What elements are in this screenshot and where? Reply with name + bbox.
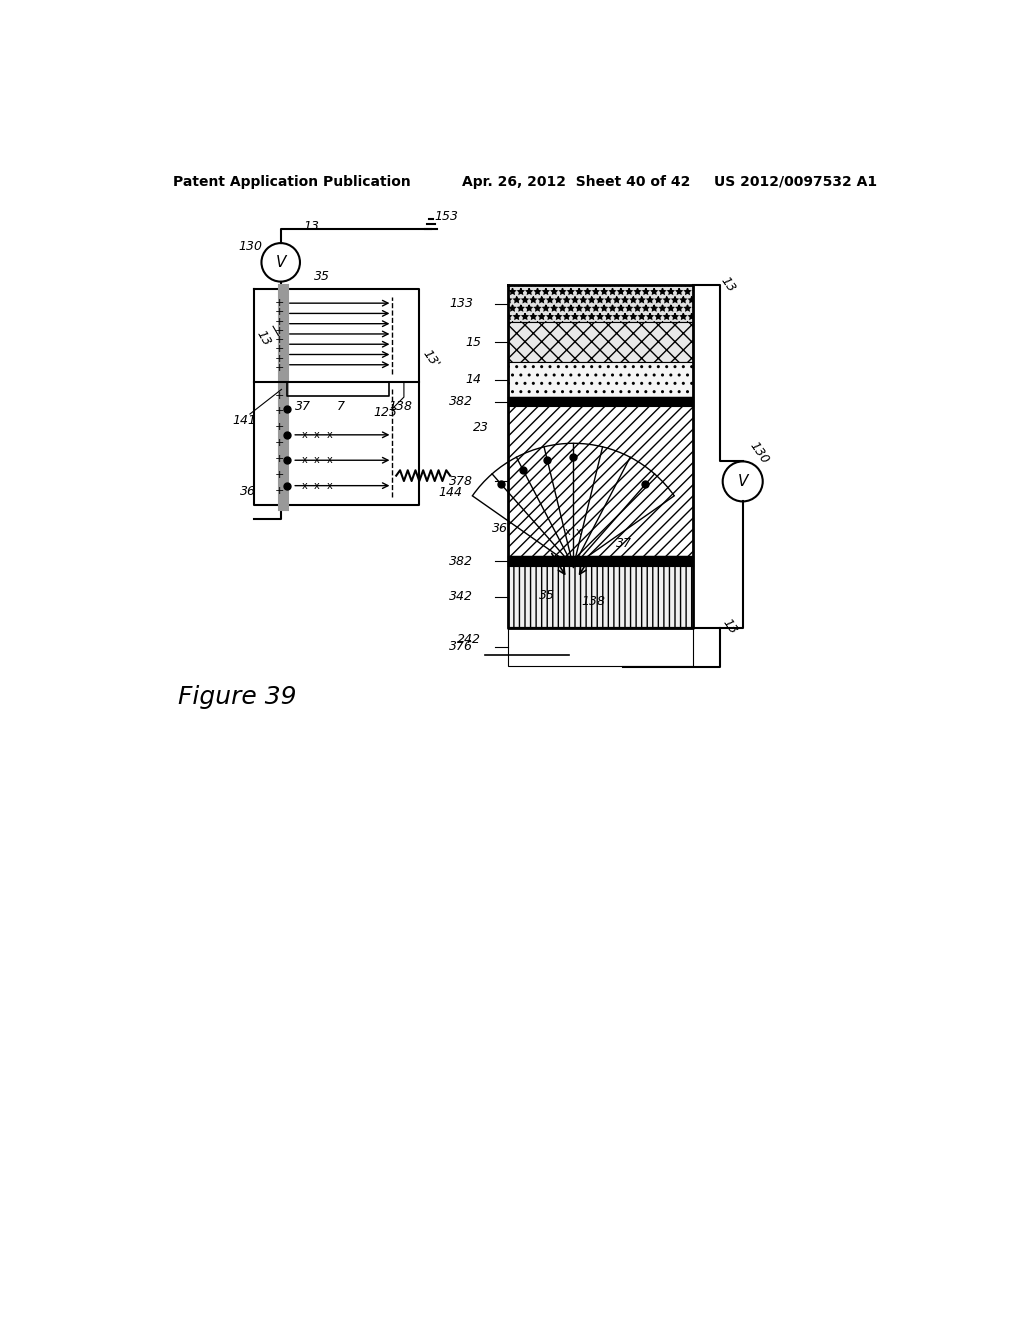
Text: 382: 382: [450, 395, 473, 408]
Text: +: +: [274, 298, 284, 308]
Bar: [508, 407, 692, 557]
Text: +: +: [274, 345, 284, 354]
Text: 342: 342: [450, 590, 473, 603]
Text: 13: 13: [304, 219, 319, 232]
Text: 14: 14: [465, 374, 481, 387]
Text: 382: 382: [450, 554, 473, 568]
Text: 153: 153: [435, 210, 459, 223]
Text: x: x: [302, 430, 307, 440]
Text: 37: 37: [615, 537, 632, 550]
Text: x: x: [327, 455, 332, 465]
Text: +: +: [274, 317, 284, 326]
Text: 123: 123: [373, 407, 397, 418]
Text: 242: 242: [457, 634, 481, 647]
Text: 15: 15: [465, 335, 481, 348]
Text: +: +: [274, 438, 284, 449]
Text: x: x: [314, 430, 319, 440]
Bar: [508, 566, 692, 627]
Text: x: x: [302, 455, 307, 465]
Text: +: +: [274, 308, 284, 317]
Text: 13': 13': [420, 347, 442, 371]
Text: 7: 7: [337, 400, 345, 413]
Text: 376: 376: [450, 640, 473, 653]
Text: +: +: [274, 470, 284, 480]
Text: +: +: [274, 407, 284, 417]
Text: 13: 13: [720, 616, 739, 638]
Text: 35: 35: [539, 589, 555, 602]
Text: +: +: [274, 486, 284, 496]
Text: +: +: [274, 335, 284, 345]
Text: +: +: [274, 363, 284, 372]
Text: x: x: [575, 527, 581, 537]
Text: Apr. 26, 2012  Sheet 40 of 42: Apr. 26, 2012 Sheet 40 of 42: [462, 174, 690, 189]
Text: 144: 144: [438, 486, 463, 499]
Text: x: x: [327, 430, 332, 440]
Text: US 2012/0097532 A1: US 2012/0097532 A1: [715, 174, 878, 189]
Text: Figure 39: Figure 39: [178, 685, 297, 709]
Text: 36: 36: [493, 521, 509, 535]
Text: +: +: [274, 454, 284, 465]
Text: 37: 37: [295, 400, 310, 413]
Text: +: +: [274, 422, 284, 433]
Text: +: +: [274, 391, 284, 400]
Text: x: x: [314, 480, 319, 491]
Text: 378: 378: [450, 475, 473, 488]
Bar: [508, 322, 692, 363]
Text: 13: 13: [254, 329, 273, 348]
Text: +: +: [274, 326, 284, 335]
Text: 36: 36: [240, 484, 256, 498]
Text: 35: 35: [313, 271, 330, 284]
Text: V: V: [275, 255, 286, 269]
Text: 138: 138: [388, 400, 413, 413]
Text: 138: 138: [581, 594, 605, 607]
Text: 13: 13: [718, 275, 738, 294]
Text: x: x: [327, 480, 332, 491]
Bar: [508, 627, 692, 665]
Bar: [508, 285, 692, 322]
Text: Patent Application Publication: Patent Application Publication: [173, 174, 411, 189]
Text: 130: 130: [239, 240, 262, 253]
Text: 130: 130: [746, 440, 771, 466]
Text: 23: 23: [473, 421, 489, 434]
Text: V: V: [737, 474, 748, 488]
Text: x: x: [564, 528, 570, 537]
Text: x: x: [302, 480, 307, 491]
Text: 141: 141: [232, 413, 256, 426]
Text: 133: 133: [450, 297, 473, 310]
Text: +: +: [274, 354, 284, 363]
Text: x: x: [314, 455, 319, 465]
Bar: [508, 363, 692, 397]
